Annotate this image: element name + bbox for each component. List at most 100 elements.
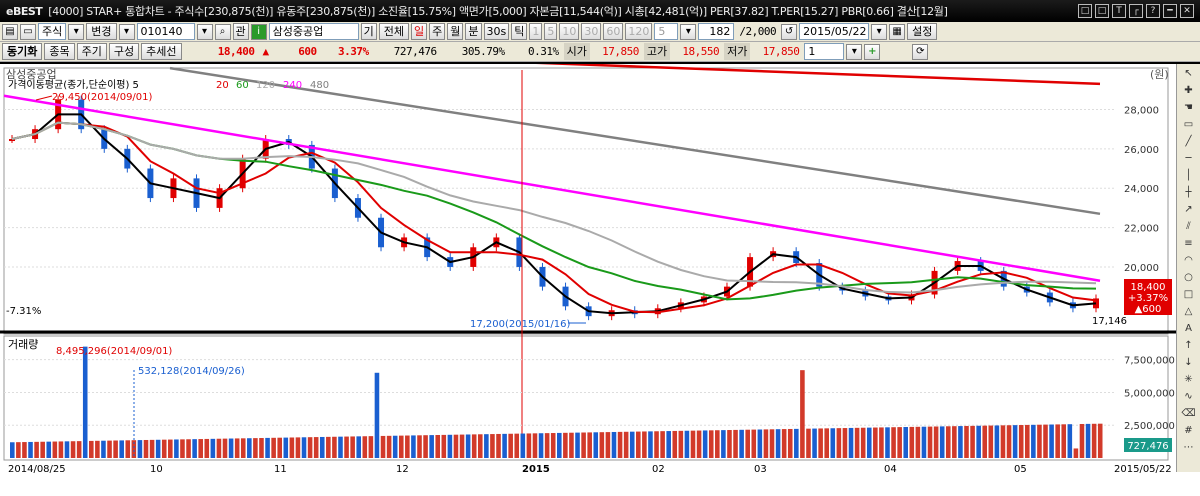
period-daily[interactable]: 일: [411, 23, 428, 40]
minute-5[interactable]: 5: [544, 23, 558, 40]
chevron-down-icon[interactable]: ▾: [871, 23, 888, 40]
line-icon[interactable]: ╱: [1185, 136, 1192, 147]
window-button-2[interactable]: □: [1095, 4, 1109, 18]
reset-icon[interactable]: ↺: [781, 23, 798, 40]
volume-bar: [569, 432, 574, 458]
hand-icon[interactable]: ☚: [1184, 102, 1193, 113]
chevron-down-icon[interactable]: ▾: [846, 43, 863, 60]
hline-icon[interactable]: ─: [1185, 153, 1192, 164]
settings-button[interactable]: 설정: [907, 23, 938, 40]
volume-bar: [101, 440, 106, 458]
volume-bar: [82, 346, 88, 458]
volume-bar: [587, 432, 592, 458]
vline-icon[interactable]: │: [1185, 170, 1192, 181]
period-monthly[interactable]: 월: [447, 23, 464, 40]
text-icon[interactable]: A: [1185, 323, 1192, 334]
trend-icon[interactable]: ↗: [1184, 204, 1193, 215]
volume-bar: [891, 427, 896, 458]
add-icon[interactable]: +: [864, 43, 881, 60]
window-button-3[interactable]: T: [1112, 4, 1126, 18]
search-icon[interactable]: ⌕: [214, 23, 231, 40]
period-tick[interactable]: 틱: [511, 23, 528, 40]
triangle-icon[interactable]: △: [1184, 306, 1193, 317]
volume-pct: 305.79%: [461, 45, 505, 58]
change-button[interactable]: 변경: [86, 23, 117, 40]
volume-bar: [769, 429, 775, 458]
minimize-button[interactable]: ━: [1163, 4, 1177, 18]
minute-10[interactable]: 10: [559, 23, 580, 40]
chart-svg[interactable]: 28,000 26,000 24,000 22,000 20,000 가격이동평균(종가,…: [0, 64, 1176, 496]
period-minute[interactable]: 분: [465, 23, 482, 40]
volume-bar: [1097, 423, 1103, 458]
trendline-button[interactable]: 추세선: [141, 43, 182, 60]
gi-button[interactable]: 기: [360, 23, 377, 40]
volume-bar: [636, 431, 641, 458]
wave-icon[interactable]: ∿: [1184, 391, 1193, 402]
window-button-1[interactable]: □: [1078, 4, 1092, 18]
n-input[interactable]: 5: [654, 23, 679, 40]
circle-icon[interactable]: ○: [1184, 272, 1193, 283]
volume-bar: [745, 429, 750, 458]
date-axis-label: 2015: [522, 464, 550, 475]
help-button[interactable]: ?: [1146, 4, 1160, 18]
price-box-text: ▲600: [1135, 304, 1162, 315]
fibo-icon[interactable]: ≡: [1184, 238, 1193, 249]
volume-bar: [976, 425, 981, 458]
cross-line-icon[interactable]: ┼: [1185, 187, 1192, 198]
spin-input[interactable]: 1: [804, 43, 845, 60]
candle-body: [9, 139, 15, 142]
gann-icon[interactable]: ✳: [1184, 374, 1193, 385]
count-input[interactable]: 182: [698, 23, 735, 40]
minute-1[interactable]: 1: [529, 23, 543, 40]
cursor-icon[interactable]: ↖: [1184, 68, 1193, 79]
market-select[interactable]: 주식: [38, 23, 67, 40]
ruler-icon[interactable]: ▭: [1183, 119, 1194, 130]
rect-icon[interactable]: □: [1183, 289, 1194, 300]
volume-bar: [812, 428, 817, 458]
chevron-down-icon[interactable]: ▾: [196, 23, 213, 40]
date-axis-label: 04: [884, 464, 897, 475]
period-weekly[interactable]: 주: [429, 23, 446, 40]
volume-bar: [544, 433, 550, 458]
volume-low-annotation: 532,128(2014/09/26): [138, 366, 245, 377]
arc-icon[interactable]: ◠: [1184, 255, 1193, 266]
volume-bar: [690, 430, 696, 458]
watch-button[interactable]: 관: [232, 23, 249, 40]
chevron-down-icon[interactable]: ▾: [68, 23, 85, 40]
volume-bar: [757, 429, 763, 458]
sync-button[interactable]: 동기화: [2, 43, 43, 60]
minute-120[interactable]: 120: [625, 23, 653, 40]
volume-bar: [149, 439, 155, 458]
layout-icon[interactable]: ▤: [2, 23, 18, 40]
calendar-icon[interactable]: ▦: [889, 23, 906, 40]
cycle-button[interactable]: 주기: [76, 43, 107, 60]
info-icon[interactable]: i: [250, 23, 267, 40]
item-button[interactable]: 종목: [44, 43, 75, 60]
all-button[interactable]: 전체: [378, 23, 409, 40]
high-annotation: 29,450(2014/09/01): [52, 92, 153, 103]
arrow-down-icon[interactable]: ↓: [1184, 357, 1193, 368]
erase-icon[interactable]: ⌫: [1181, 408, 1196, 419]
chevron-down-icon[interactable]: ▾: [118, 23, 135, 40]
volume-bar: [1085, 423, 1091, 458]
crosshair-icon[interactable]: ✚: [1184, 85, 1193, 96]
window-button-4[interactable]: ┌: [1129, 4, 1143, 18]
minute-60[interactable]: 60: [603, 23, 624, 40]
volume-bar: [1067, 424, 1073, 458]
close-button[interactable]: ✕: [1180, 4, 1194, 18]
minute-30[interactable]: 30: [581, 23, 602, 40]
channel-icon[interactable]: ⫽: [1186, 221, 1191, 232]
date-input[interactable]: 2015/05/22: [799, 23, 870, 40]
screen-icon[interactable]: ▭: [20, 23, 36, 40]
period-30s[interactable]: 30s: [483, 23, 510, 40]
chevron-down-icon[interactable]: ▾: [680, 23, 697, 40]
arrow-up-icon[interactable]: ↑: [1184, 340, 1193, 351]
compose-button[interactable]: 구성: [108, 43, 140, 60]
more-icon[interactable]: ⋯: [1183, 442, 1194, 453]
volume-bar: [313, 437, 319, 458]
refresh-icon[interactable]: ⟳: [912, 43, 929, 60]
stock-code-input[interactable]: 010140: [136, 23, 195, 40]
chart-area[interactable]: 28,000 26,000 24,000 22,000 20,000 가격이동평균(종가,…: [0, 64, 1200, 496]
grid-icon[interactable]: #: [1184, 425, 1193, 436]
ma240-line: [3, 94, 1101, 282]
